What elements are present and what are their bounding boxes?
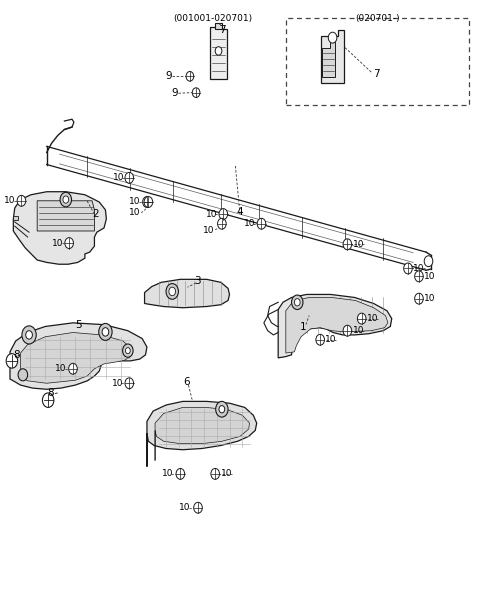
- Circle shape: [26, 331, 33, 339]
- Circle shape: [211, 469, 219, 480]
- Circle shape: [358, 313, 366, 324]
- Polygon shape: [144, 279, 229, 308]
- Text: 10: 10: [112, 174, 124, 182]
- Circle shape: [42, 393, 54, 407]
- Polygon shape: [13, 216, 18, 220]
- Text: 8: 8: [47, 388, 54, 398]
- Circle shape: [144, 197, 153, 208]
- Circle shape: [424, 256, 433, 266]
- Text: 5: 5: [75, 320, 82, 330]
- Text: 10: 10: [55, 364, 67, 373]
- Text: (001001-020701): (001001-020701): [173, 14, 252, 23]
- Text: 10: 10: [162, 469, 173, 478]
- Circle shape: [192, 88, 200, 98]
- Circle shape: [219, 209, 228, 220]
- Circle shape: [328, 32, 337, 43]
- Circle shape: [99, 324, 112, 341]
- Circle shape: [69, 364, 77, 374]
- Polygon shape: [210, 27, 227, 79]
- Circle shape: [6, 354, 18, 368]
- FancyBboxPatch shape: [286, 18, 469, 106]
- Circle shape: [216, 401, 228, 417]
- Circle shape: [125, 378, 133, 388]
- Circle shape: [186, 72, 194, 81]
- Text: 4: 4: [237, 206, 243, 217]
- Circle shape: [176, 469, 185, 480]
- Circle shape: [294, 299, 300, 306]
- Text: 10: 10: [367, 314, 378, 323]
- Text: 10: 10: [424, 294, 436, 303]
- Text: 10: 10: [52, 239, 63, 248]
- Circle shape: [215, 47, 222, 55]
- Text: 9: 9: [165, 71, 172, 81]
- Polygon shape: [322, 42, 336, 77]
- Circle shape: [18, 369, 28, 381]
- Polygon shape: [10, 323, 147, 389]
- Text: 10: 10: [4, 196, 16, 205]
- Text: 10: 10: [353, 326, 364, 335]
- Circle shape: [125, 348, 130, 354]
- Polygon shape: [155, 407, 250, 461]
- Text: 10: 10: [129, 208, 141, 217]
- Circle shape: [63, 196, 69, 203]
- Text: 8: 8: [13, 350, 20, 360]
- Circle shape: [343, 239, 352, 249]
- Text: 3: 3: [194, 276, 200, 285]
- Text: 10: 10: [244, 219, 255, 228]
- Circle shape: [217, 219, 226, 229]
- Circle shape: [65, 237, 73, 248]
- Text: 10: 10: [325, 335, 336, 344]
- Polygon shape: [278, 294, 392, 358]
- Polygon shape: [13, 192, 107, 264]
- Polygon shape: [215, 22, 222, 29]
- Circle shape: [415, 293, 423, 304]
- Polygon shape: [286, 297, 388, 353]
- Polygon shape: [37, 201, 95, 231]
- Text: 1: 1: [300, 322, 306, 332]
- Polygon shape: [147, 401, 257, 467]
- Polygon shape: [21, 333, 131, 383]
- Text: 10: 10: [353, 240, 364, 249]
- Text: 10: 10: [424, 272, 436, 281]
- Text: 10: 10: [203, 226, 215, 236]
- Circle shape: [143, 197, 151, 208]
- Polygon shape: [321, 30, 344, 83]
- Circle shape: [122, 344, 133, 358]
- Circle shape: [60, 192, 72, 207]
- Text: 10: 10: [205, 209, 217, 219]
- Circle shape: [316, 334, 324, 345]
- Text: 10: 10: [180, 503, 191, 512]
- Circle shape: [125, 172, 133, 183]
- Circle shape: [102, 328, 109, 336]
- Circle shape: [343, 325, 352, 336]
- Text: 10: 10: [221, 469, 232, 478]
- Circle shape: [291, 295, 303, 310]
- Text: 10: 10: [129, 197, 141, 206]
- Text: 10: 10: [112, 379, 123, 388]
- Circle shape: [22, 326, 36, 344]
- Circle shape: [17, 195, 26, 206]
- Circle shape: [257, 219, 266, 229]
- Circle shape: [404, 263, 412, 274]
- Circle shape: [166, 283, 179, 299]
- Text: 2: 2: [93, 209, 99, 219]
- Text: 6: 6: [183, 377, 190, 387]
- Text: 7: 7: [372, 69, 379, 79]
- Text: 7: 7: [219, 25, 226, 35]
- Text: 9: 9: [171, 88, 178, 98]
- Circle shape: [194, 502, 202, 513]
- Circle shape: [219, 405, 225, 413]
- Text: 10: 10: [413, 264, 425, 273]
- Circle shape: [415, 271, 423, 282]
- Text: (020701-): (020701-): [355, 14, 400, 23]
- Circle shape: [169, 287, 176, 296]
